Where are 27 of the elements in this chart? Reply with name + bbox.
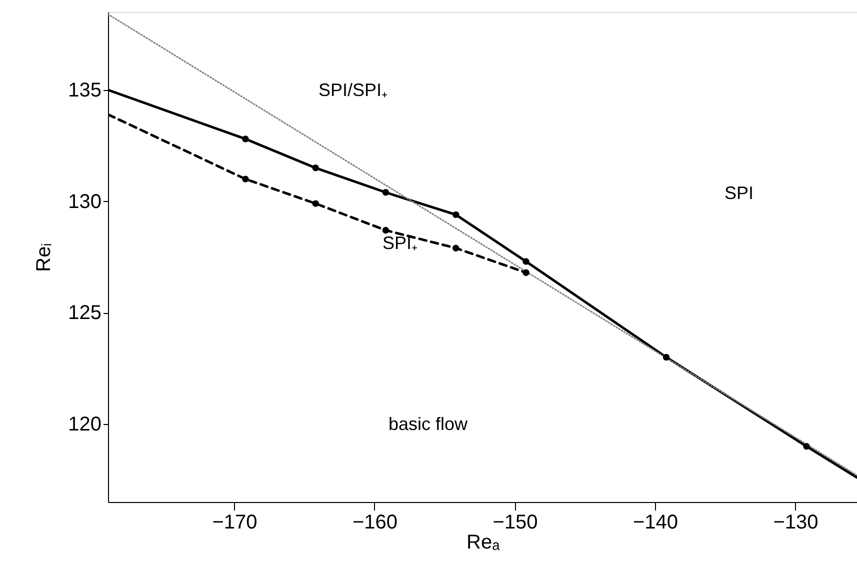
point xyxy=(382,189,390,196)
annotation: SPI₊ xyxy=(382,233,418,253)
point xyxy=(382,226,390,234)
y-tick-label: 130 xyxy=(68,190,102,213)
annotation: SPI/SPI₊ xyxy=(318,80,388,100)
y-tick-label: 120 xyxy=(68,414,102,436)
x-tick-label: −160 xyxy=(352,512,398,534)
point xyxy=(452,211,460,218)
point xyxy=(522,258,530,265)
point xyxy=(312,200,319,207)
x-axis-title: Reₐ xyxy=(466,532,500,554)
x-tick-label: −150 xyxy=(492,512,538,534)
y-tick-label: 125 xyxy=(68,302,102,324)
annotation: SPI xyxy=(724,183,754,203)
point xyxy=(662,354,670,361)
point xyxy=(803,442,810,450)
x-tick-label: −140 xyxy=(632,512,678,534)
point xyxy=(242,136,249,142)
x-tick-label: −170 xyxy=(212,512,258,534)
point xyxy=(522,269,530,276)
point xyxy=(312,164,319,172)
point xyxy=(452,244,460,252)
x-tick-label: −130 xyxy=(773,512,818,534)
y-axis-title: Reᵢ xyxy=(33,243,56,272)
y-tick-label: 135 xyxy=(68,79,102,102)
point xyxy=(242,176,249,182)
annotation: basic flow xyxy=(388,414,469,434)
